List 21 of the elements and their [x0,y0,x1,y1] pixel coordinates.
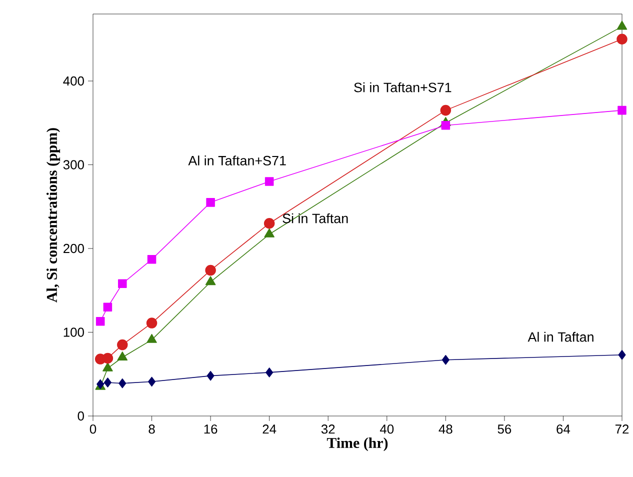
x-tick-label: 72 [615,424,629,434]
series-label: Al in Taftan+S71 [188,156,286,166]
y-tick-label: 0 [78,411,84,421]
x-tick-label: 16 [204,424,218,434]
y-tick-label: 300 [63,160,84,170]
y-tick-label: 200 [64,244,84,254]
x-tick-label: 24 [262,424,276,434]
x-tick-label: 56 [498,424,512,434]
series-label: Al in Taftan [528,332,594,342]
x-tick-label: 0 [90,424,96,434]
x-axis-title: Time (hr) [326,438,388,452]
x-tick-label: 64 [556,424,570,434]
x-tick-label: 32 [321,424,335,434]
series-label: Si in Taftan [282,213,348,224]
y-tick-label: 100 [64,328,84,337]
x-tick-label: 8 [148,424,155,434]
x-tick-label: 48 [438,424,452,434]
y-tick-label: 400 [63,76,84,86]
x-tick-label: 40 [380,424,394,434]
y-axis-title: Al, Si concentrations (ppm) [46,128,60,302]
series-label: Si in Taftan+S71 [354,82,452,92]
